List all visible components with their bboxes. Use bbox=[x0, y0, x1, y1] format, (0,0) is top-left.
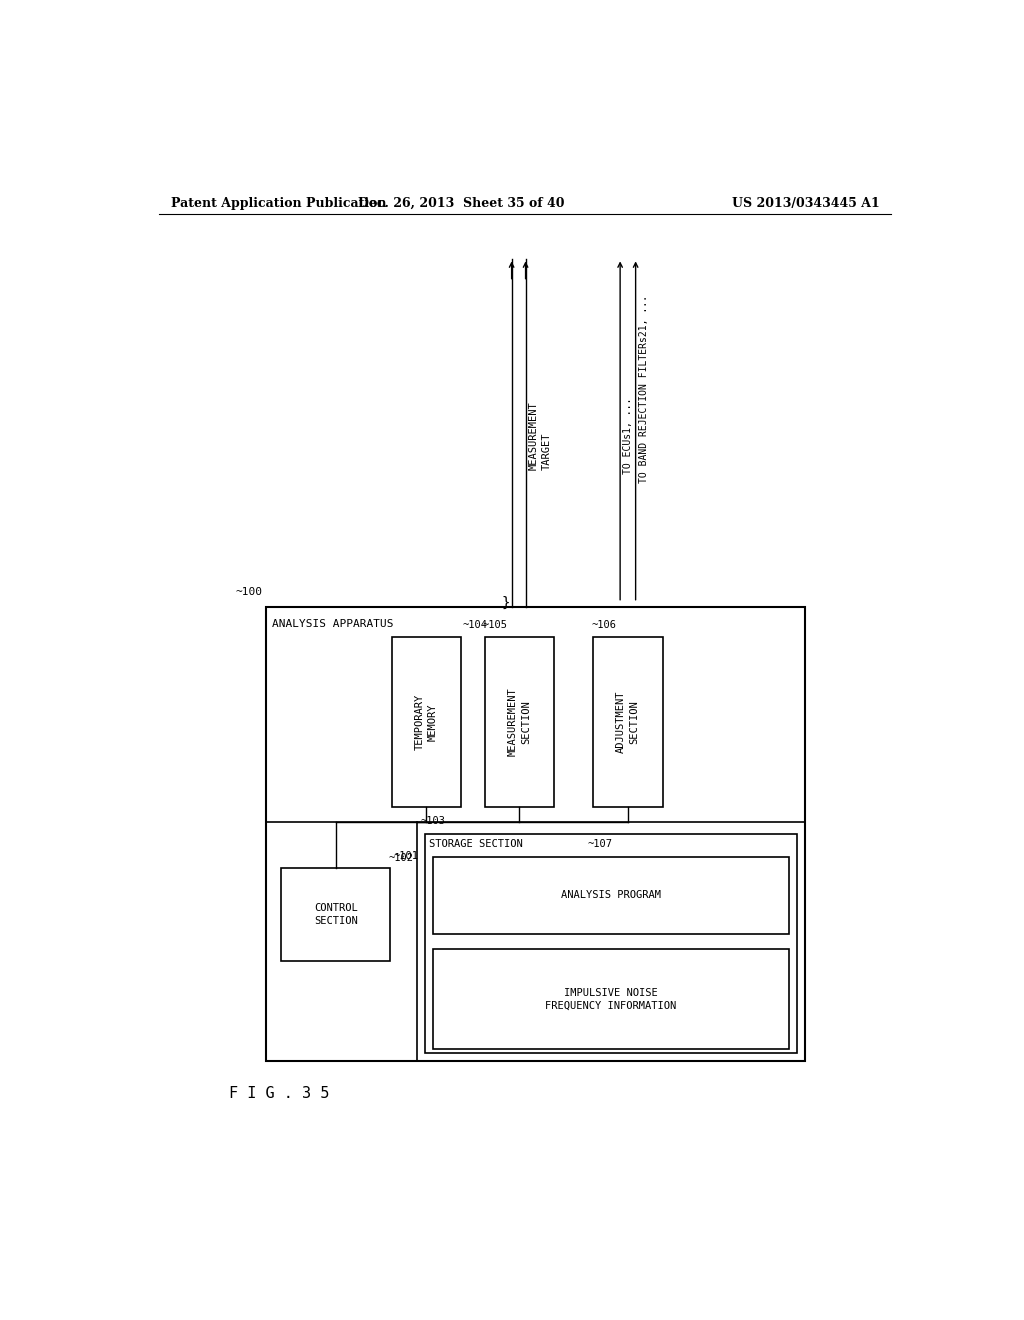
Text: TO ECUs1, ...: TO ECUs1, ... bbox=[624, 397, 633, 474]
Text: ~107: ~107 bbox=[588, 840, 612, 849]
Text: ~102: ~102 bbox=[388, 853, 414, 863]
Text: Dec. 26, 2013  Sheet 35 of 40: Dec. 26, 2013 Sheet 35 of 40 bbox=[358, 197, 564, 210]
Text: ~101: ~101 bbox=[394, 850, 419, 861]
Text: MEASUREMENT
SECTION: MEASUREMENT SECTION bbox=[508, 688, 531, 756]
Bar bbox=[266, 607, 805, 1061]
Bar bbox=[425, 834, 797, 1053]
Text: US 2013/0343445 A1: US 2013/0343445 A1 bbox=[732, 197, 880, 210]
Text: IMPULSIVE NOISE
FREQUENCY INFORMATION: IMPULSIVE NOISE FREQUENCY INFORMATION bbox=[545, 987, 677, 1011]
Text: ANALYSIS PROGRAM: ANALYSIS PROGRAM bbox=[561, 890, 660, 900]
Text: Patent Application Publication: Patent Application Publication bbox=[171, 197, 386, 210]
Text: ~105: ~105 bbox=[483, 619, 508, 630]
Bar bbox=[391, 638, 461, 807]
Text: ~100: ~100 bbox=[236, 587, 262, 597]
Text: TO BAND REJECTION FILTERs21, ...: TO BAND REJECTION FILTERs21, ... bbox=[639, 296, 649, 483]
Bar bbox=[593, 638, 663, 807]
Bar bbox=[432, 949, 790, 1049]
Text: ~104: ~104 bbox=[463, 619, 487, 630]
Text: ~106: ~106 bbox=[592, 619, 616, 630]
Text: ~103: ~103 bbox=[421, 816, 445, 826]
Text: TEMPORARY
MEMORY: TEMPORARY MEMORY bbox=[415, 694, 438, 750]
Bar bbox=[432, 857, 790, 933]
Bar bbox=[282, 869, 390, 961]
Bar bbox=[484, 638, 554, 807]
Text: }: } bbox=[502, 595, 510, 610]
Text: F I G . 3 5: F I G . 3 5 bbox=[228, 1086, 329, 1101]
Text: ANALYSIS APPARATUS: ANALYSIS APPARATUS bbox=[272, 619, 393, 628]
Text: MEASUREMENT
TARGET: MEASUREMENT TARGET bbox=[528, 401, 552, 470]
Text: ADJUSTMENT
SECTION: ADJUSTMENT SECTION bbox=[616, 690, 639, 754]
Text: STORAGE SECTION: STORAGE SECTION bbox=[429, 840, 522, 850]
Text: CONTROL
SECTION: CONTROL SECTION bbox=[313, 903, 357, 927]
